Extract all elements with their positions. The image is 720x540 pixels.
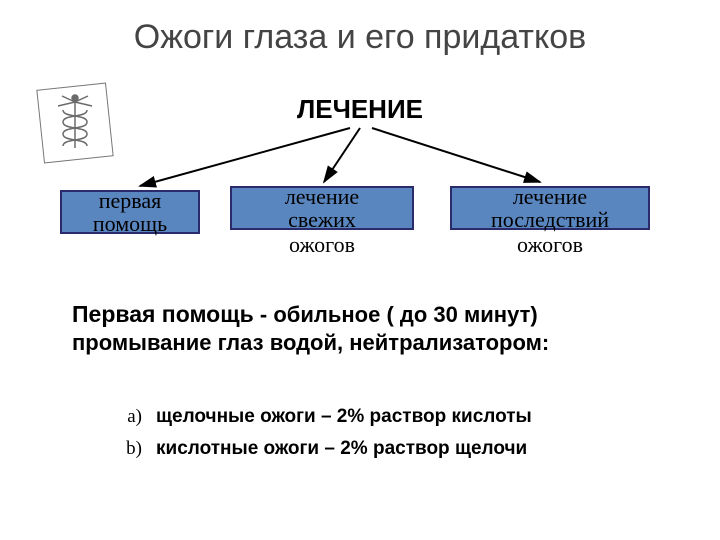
- tree-node-label: лечение последствий: [491, 185, 609, 231]
- list-marker: a): [120, 404, 142, 430]
- tree-node-label-below: ожогов: [450, 232, 650, 258]
- list-marker: b): [120, 436, 142, 462]
- list-text: щелочные ожоги – 2% раствор кислоты: [156, 404, 532, 430]
- list-item: a) щелочные ожоги – 2% раствор кислоты: [120, 404, 680, 430]
- slide: Ожоги глаза и его придатков ЛЕЧЕНИЕ: [0, 0, 720, 540]
- page-title: Ожоги глаза и его придатков: [0, 18, 720, 57]
- subtitle-text: ЛЕЧЕНИЕ: [297, 94, 423, 124]
- body-paragraph: Первая помощь - обильное ( до 30 минут) …: [72, 300, 648, 358]
- tree-node: первая помощь: [60, 190, 200, 234]
- title-text: Ожоги глаза и его придатков: [134, 18, 586, 56]
- caduceus-svg: [48, 92, 102, 154]
- list-text: кислотные ожоги – 2% раствор щелочи: [156, 436, 527, 462]
- body-list: a) щелочные ожоги – 2% раствор кислоты b) к…: [120, 404, 680, 467]
- tree-node: лечение свежих: [230, 186, 414, 230]
- tree-node-label: первая помощь: [93, 189, 167, 235]
- body-lead: Первая помощь: [72, 301, 254, 327]
- tree-node-label: лечение свежих: [285, 185, 359, 231]
- list-item: b) кислотные ожоги – 2% раствор щелочи: [120, 436, 680, 462]
- tree-node: лечение последствий: [450, 186, 650, 230]
- tree-node-label-below: ожогов: [230, 232, 414, 258]
- caduceus-icon: [40, 86, 110, 160]
